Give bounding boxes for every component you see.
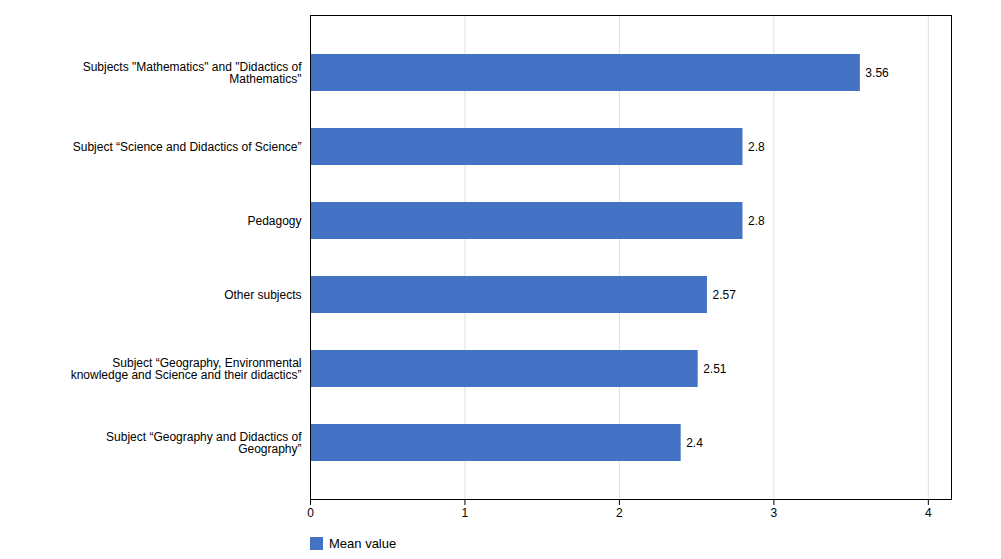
svg-text:3.56: 3.56 [865,66,889,80]
svg-text:2.51: 2.51 [703,362,727,376]
svg-text:2.57: 2.57 [712,288,736,302]
html-text:Mean value: Mean value [329,535,397,551]
svg-text:Subjects "Mathematics" and "Di: Subjects "Mathematics" and "Didactics of… [83,60,303,86]
svg-text:2: 2 [616,506,623,520]
svg-text:2.8: 2.8 [748,214,765,228]
svg-text:Subject “Science and Didactics: Subject “Science and Didactics of Scienc… [73,140,302,154]
svg-text:Subject “Geography and Didacti: Subject “Geography and Didactics ofGeogr… [106,430,302,456]
svg-text:2.4: 2.4 [686,436,703,450]
svg-text:1: 1 [462,506,469,520]
svg-text:2.8: 2.8 [748,140,765,154]
svg-text:Pedagogy: Pedagogy [247,214,301,228]
svg-text:0: 0 [307,506,314,520]
svg-text:4: 4 [925,506,932,520]
svg-text:Subject “Geography, Environmen: Subject “Geography, Environmentalknowled… [71,356,302,382]
svg-text:Other subjects: Other subjects [224,288,301,302]
svg-text:3: 3 [771,506,778,520]
